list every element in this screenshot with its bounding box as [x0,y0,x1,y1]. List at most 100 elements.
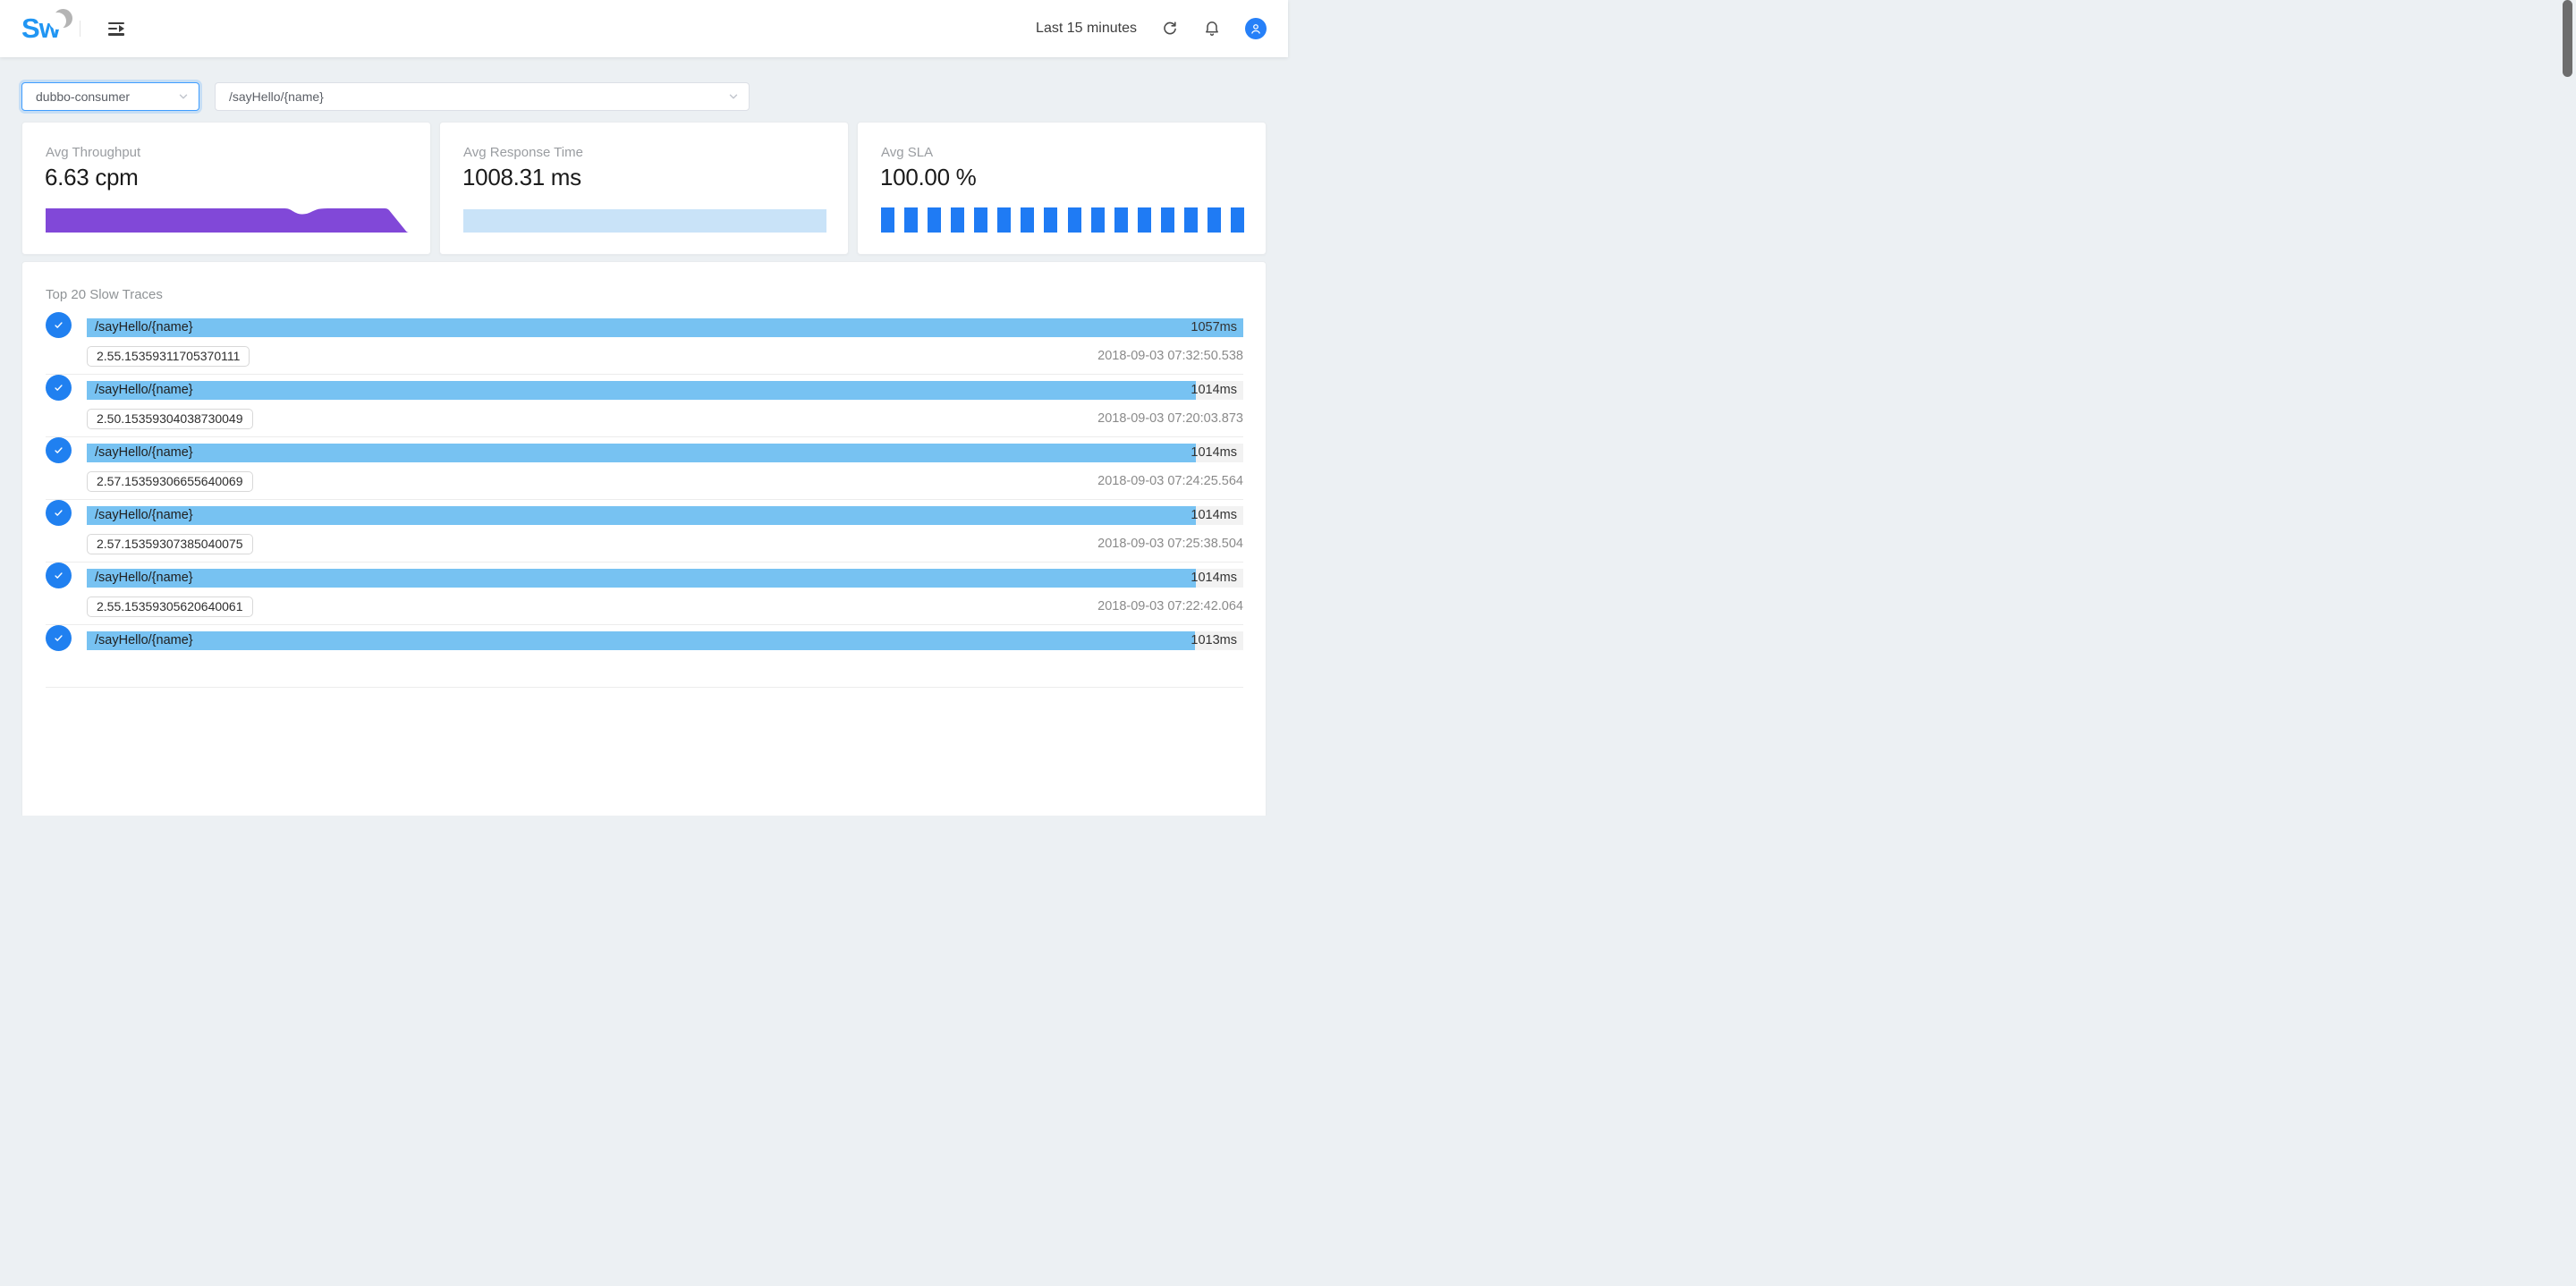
trace-endpoint: /sayHello/{name} [95,445,193,460]
user-avatar[interactable] [1245,18,1267,39]
trace-timestamp: 2018-09-03 07:24:25.564 [1097,474,1243,488]
trace-timestamp: 2018-09-03 07:20:03.873 [1097,411,1243,426]
trace-meta [87,659,1243,665]
success-check-icon [46,375,72,401]
success-check-icon [46,437,72,463]
menu-bar-middle [107,25,124,32]
trace-meta: 2.55.15359305620640061 2018-09-03 07:22:… [87,596,1243,617]
endpoint-select[interactable]: /sayHello/{name} [215,82,750,111]
app-header: Sw Last 15 minutes [0,0,1288,57]
trace-id[interactable]: 2.55.15359311705370111 [87,346,250,367]
sla-bar-chart [881,207,1244,233]
sla-bar [1090,207,1105,233]
trace-row[interactable]: /sayHello/{name} 1014ms 2.57.15359307385… [46,500,1243,563]
notifications-bell-icon[interactable] [1203,20,1221,38]
metric-label: Avg Response Time [463,145,583,160]
trace-duration-label: 1013ms [1191,633,1237,647]
sidebar-toggle-icon[interactable] [107,21,124,36]
trace-body: /sayHello/{name} 1014ms 2.57.15359306655… [87,437,1243,492]
endpoint-select-value: /sayHello/{name} [229,89,324,104]
sla-bar [904,207,919,233]
trace-duration-label: 1014ms [1191,571,1237,585]
service-select-value: dubbo-consumer [36,89,131,104]
scrollbar[interactable] [2563,0,2572,77]
sla-bar [1160,207,1174,233]
success-check-icon [46,563,72,588]
success-check-icon [46,625,72,651]
trace-meta: 2.57.15359307385040075 2018-09-03 07:25:… [87,534,1243,554]
menu-bar-bottom [107,32,124,36]
trace-row[interactable]: /sayHello/{name} 1057ms 2.55.15359311705… [46,312,1243,375]
trace-duration-bar: /sayHello/{name} 1057ms [87,318,1243,337]
trace-duration-bar: /sayHello/{name} 1014ms [87,569,1243,588]
slow-traces-panel: Top 20 Slow Traces /sayHello/{name} 1057… [21,261,1267,816]
response-time-area-chart [463,209,826,233]
trace-list: /sayHello/{name} 1057ms 2.55.15359311705… [46,312,1243,688]
sla-bar [928,207,942,233]
sla-bar [1230,207,1244,233]
card-avg-response-time: Avg Response Time 1008.31 ms [439,122,849,255]
trace-body: /sayHello/{name} 1013ms [87,625,1243,665]
refresh-icon[interactable] [1161,20,1179,38]
trace-duration-fill [87,631,1196,650]
trace-id[interactable]: 2.57.15359307385040075 [87,534,253,554]
sla-bar [997,207,1012,233]
header-actions: Last 15 minutes [1036,18,1267,39]
menu-bar-top [107,21,124,25]
card-avg-sla: Avg SLA 100.00 % [857,122,1267,255]
trace-id[interactable]: 2.50.15359304038730049 [87,409,253,429]
trace-duration-bar: /sayHello/{name} 1014ms [87,381,1243,400]
menu-arrow [118,25,124,32]
sla-bar [1114,207,1128,233]
trace-endpoint: /sayHello/{name} [95,633,193,647]
trace-body: /sayHello/{name} 1014ms 2.57.15359307385… [87,500,1243,554]
trace-endpoint: /sayHello/{name} [95,571,193,585]
user-icon [1251,24,1260,34]
menu-bar-middle-line [107,27,117,30]
trace-id[interactable]: 2.55.15359305620640061 [87,596,253,617]
chevron-down-icon [179,94,188,99]
sla-bar [881,207,894,233]
sla-bar [1183,207,1198,233]
trace-meta: 2.50.15359304038730049 2018-09-03 07:20:… [87,409,1243,429]
trace-duration-fill [87,444,1197,462]
app-logo[interactable]: Sw [21,0,72,57]
trace-duration-fill [87,569,1197,588]
metric-label: Avg Throughput [46,145,141,160]
trace-duration-bar: /sayHello/{name} 1014ms [87,506,1243,525]
trace-body: /sayHello/{name} 1014ms 2.55.15359305620… [87,563,1243,617]
trace-duration-bar: /sayHello/{name} 1014ms [87,444,1243,462]
trace-duration-fill [87,318,1243,337]
trace-duration-label: 1014ms [1191,508,1237,522]
trace-meta: 2.55.15359311705370111 2018-09-03 07:32:… [87,346,1243,367]
chevron-down-icon [729,94,738,99]
trace-duration-label: 1014ms [1191,445,1237,460]
trace-endpoint: /sayHello/{name} [95,508,193,522]
trace-endpoint: /sayHello/{name} [95,320,193,334]
sla-bar [1207,207,1221,233]
trace-timestamp: 2018-09-03 07:22:42.064 [1097,599,1243,613]
sla-bar [1044,207,1058,233]
trace-row[interactable]: /sayHello/{name} 1014ms 2.55.15359305620… [46,563,1243,625]
dashboard-main: dubbo-consumer /sayHello/{name} Avg Thro… [0,82,1288,816]
trace-body: /sayHello/{name} 1014ms 2.50.15359304038… [87,375,1243,429]
trace-duration-bar: /sayHello/{name} 1013ms [87,631,1243,650]
trace-endpoint: /sayHello/{name} [95,383,193,397]
service-select[interactable]: dubbo-consumer [21,82,199,111]
sla-bar [974,207,988,233]
trace-duration-fill [87,506,1197,525]
sla-bar [1137,207,1151,233]
metric-value: 6.63 cpm [45,164,139,190]
trace-duration-fill [87,381,1197,400]
trace-timestamp: 2018-09-03 07:25:38.504 [1097,537,1243,551]
trace-row[interactable]: /sayHello/{name} 1014ms 2.57.15359306655… [46,437,1243,500]
throughput-area-chart [46,207,409,233]
trace-row[interactable]: /sayHello/{name} 1014ms 2.50.15359304038… [46,375,1243,437]
trace-duration-label: 1014ms [1191,383,1237,397]
trace-body: /sayHello/{name} 1057ms 2.55.15359311705… [87,312,1243,367]
time-range-selector[interactable]: Last 15 minutes [1036,21,1137,36]
trace-row[interactable]: /sayHello/{name} 1013ms [46,625,1243,688]
trace-id[interactable]: 2.57.15359306655640069 [87,471,253,492]
area-chart-shape [46,208,409,233]
panel-title: Top 20 Slow Traces [46,287,163,302]
